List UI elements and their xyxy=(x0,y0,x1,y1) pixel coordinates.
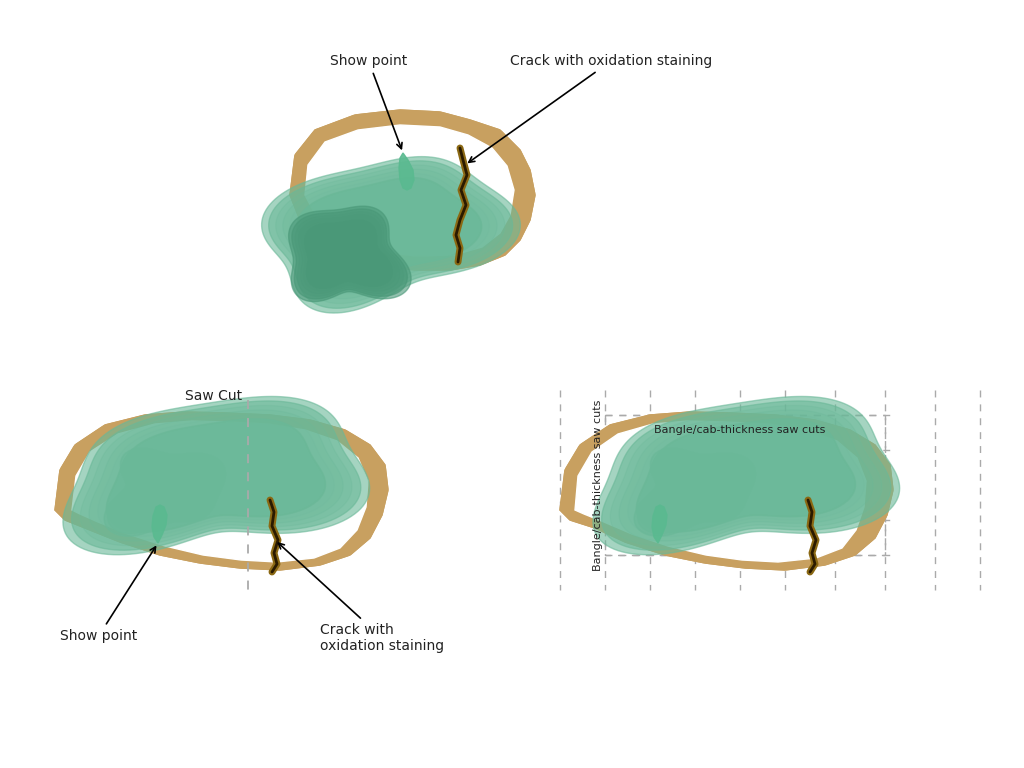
Polygon shape xyxy=(299,119,522,262)
Polygon shape xyxy=(575,421,866,562)
Polygon shape xyxy=(593,396,900,554)
Polygon shape xyxy=(262,157,520,313)
Polygon shape xyxy=(67,418,374,564)
Polygon shape xyxy=(63,416,378,566)
Polygon shape xyxy=(293,113,531,268)
Polygon shape xyxy=(295,115,527,265)
Polygon shape xyxy=(56,413,386,569)
Polygon shape xyxy=(122,460,208,523)
Polygon shape xyxy=(305,220,392,288)
Text: Crack with
oxidation staining: Crack with oxidation staining xyxy=(279,543,444,653)
Polygon shape xyxy=(290,110,535,270)
Text: Bangle/cab-thickness saw cuts: Bangle/cab-thickness saw cuts xyxy=(654,425,825,435)
Polygon shape xyxy=(304,124,515,257)
Polygon shape xyxy=(65,417,376,565)
Polygon shape xyxy=(70,419,371,563)
Polygon shape xyxy=(298,214,399,293)
Polygon shape xyxy=(301,121,519,260)
Polygon shape xyxy=(59,415,383,568)
Text: Crack with oxidation staining: Crack with oxidation staining xyxy=(469,54,713,162)
Polygon shape xyxy=(104,449,225,536)
Polygon shape xyxy=(565,415,884,567)
Polygon shape xyxy=(560,412,893,570)
Text: Saw Cut: Saw Cut xyxy=(185,389,242,403)
Polygon shape xyxy=(72,421,368,562)
Polygon shape xyxy=(122,460,208,523)
Polygon shape xyxy=(301,217,396,291)
Polygon shape xyxy=(80,406,352,545)
Polygon shape xyxy=(60,415,381,567)
Polygon shape xyxy=(560,412,893,570)
Polygon shape xyxy=(297,177,481,290)
Polygon shape xyxy=(566,416,882,567)
Polygon shape xyxy=(292,209,408,299)
Polygon shape xyxy=(295,212,403,296)
Polygon shape xyxy=(648,458,741,525)
Polygon shape xyxy=(71,420,370,562)
Polygon shape xyxy=(55,412,388,570)
Polygon shape xyxy=(290,110,535,270)
Polygon shape xyxy=(651,460,738,523)
Polygon shape xyxy=(89,410,343,541)
Polygon shape xyxy=(602,401,891,550)
Polygon shape xyxy=(638,451,752,534)
Text: Bangle/cab-thickness saw cuts: Bangle/cab-thickness saw cuts xyxy=(593,399,603,571)
Polygon shape xyxy=(57,414,384,568)
Polygon shape xyxy=(275,165,505,303)
Polygon shape xyxy=(106,419,326,532)
Polygon shape xyxy=(652,505,667,543)
Polygon shape xyxy=(290,174,489,294)
Polygon shape xyxy=(572,419,870,563)
Polygon shape xyxy=(72,401,360,550)
Polygon shape xyxy=(570,418,874,564)
Polygon shape xyxy=(567,416,879,566)
Polygon shape xyxy=(296,117,526,264)
Polygon shape xyxy=(152,505,167,543)
Polygon shape xyxy=(564,415,886,568)
Polygon shape xyxy=(571,419,872,564)
Polygon shape xyxy=(302,123,517,258)
Polygon shape xyxy=(628,415,864,537)
Polygon shape xyxy=(634,449,756,536)
Polygon shape xyxy=(561,413,891,569)
Polygon shape xyxy=(289,206,411,302)
Polygon shape xyxy=(112,453,218,531)
Polygon shape xyxy=(305,125,514,256)
Polygon shape xyxy=(283,169,497,299)
Polygon shape xyxy=(97,415,334,537)
Polygon shape xyxy=(106,419,326,532)
Polygon shape xyxy=(636,419,855,532)
Polygon shape xyxy=(115,455,215,528)
Polygon shape xyxy=(291,111,534,269)
Text: Show point: Show point xyxy=(330,54,408,149)
Polygon shape xyxy=(618,410,873,541)
Polygon shape xyxy=(62,396,370,554)
Polygon shape xyxy=(641,453,749,531)
Polygon shape xyxy=(297,177,481,290)
Polygon shape xyxy=(268,161,513,308)
Polygon shape xyxy=(562,414,888,568)
Text: Show point: Show point xyxy=(60,547,156,643)
Polygon shape xyxy=(62,416,379,567)
Polygon shape xyxy=(68,419,373,564)
Polygon shape xyxy=(399,153,414,190)
Polygon shape xyxy=(651,460,738,523)
Polygon shape xyxy=(108,451,222,534)
Polygon shape xyxy=(305,220,392,288)
Polygon shape xyxy=(636,419,855,532)
Polygon shape xyxy=(644,455,745,528)
Polygon shape xyxy=(298,118,524,263)
Polygon shape xyxy=(294,114,529,266)
Polygon shape xyxy=(568,417,877,565)
Polygon shape xyxy=(573,420,868,562)
Polygon shape xyxy=(118,458,212,525)
Polygon shape xyxy=(55,412,388,570)
Polygon shape xyxy=(300,121,521,260)
Polygon shape xyxy=(610,406,882,545)
